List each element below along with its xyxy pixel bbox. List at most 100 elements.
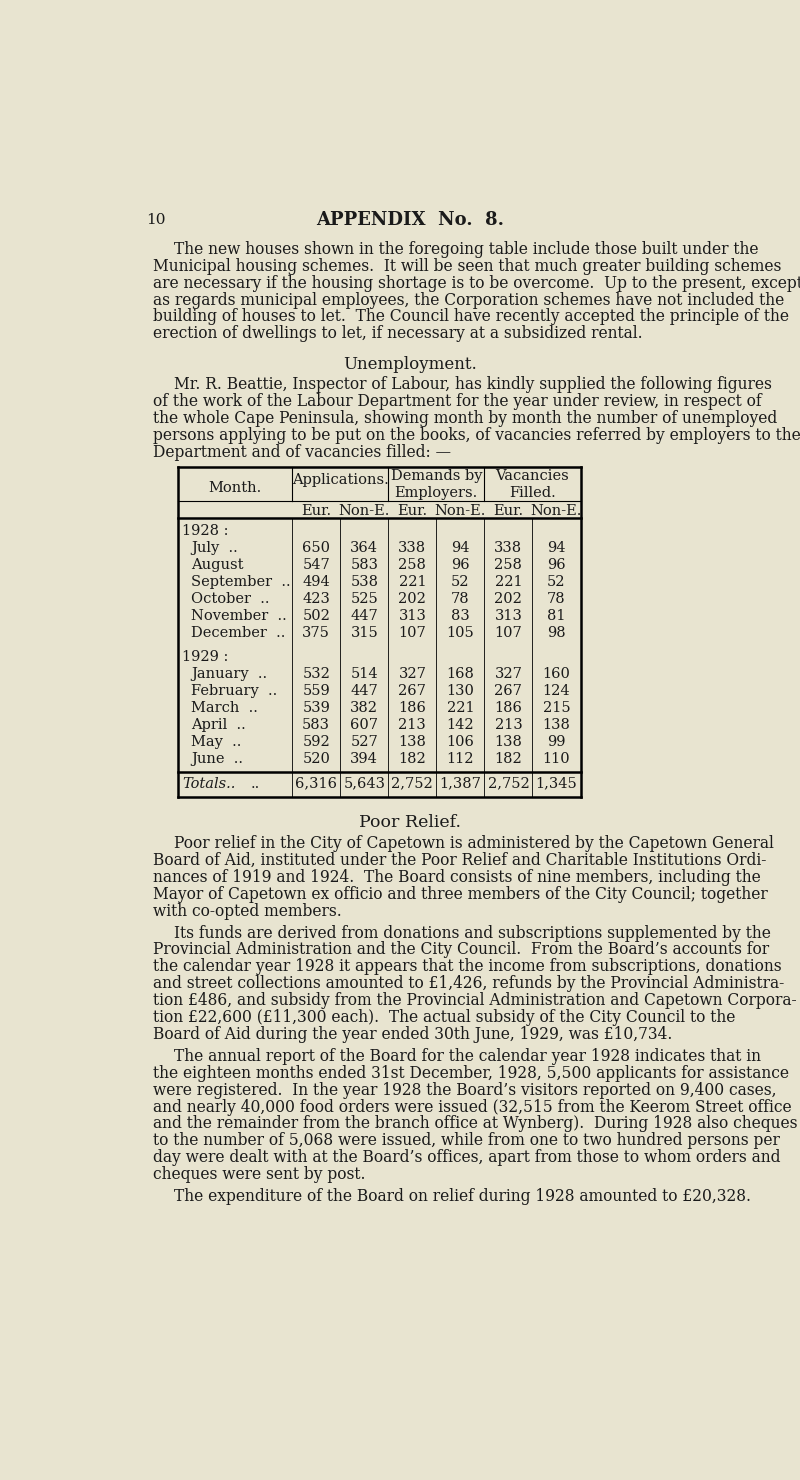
Text: Applications.: Applications.: [292, 472, 389, 487]
Text: 423: 423: [302, 592, 330, 605]
Text: 10: 10: [146, 213, 166, 226]
Text: 182: 182: [398, 752, 426, 767]
Text: 520: 520: [302, 752, 330, 767]
Text: December  ..: December ..: [191, 626, 286, 639]
Text: 124: 124: [542, 684, 570, 699]
Text: 382: 382: [350, 702, 378, 715]
Text: Vacancies
Filled.: Vacancies Filled.: [495, 469, 570, 500]
Text: 559: 559: [302, 684, 330, 699]
Text: Non-E.: Non-E.: [530, 505, 582, 518]
Text: October  ..: October ..: [191, 592, 270, 605]
Text: the calendar year 1928 it appears that the income from subscriptions, donations: the calendar year 1928 it appears that t…: [153, 959, 782, 975]
Text: 538: 538: [350, 574, 378, 589]
Text: 182: 182: [494, 752, 522, 767]
Text: The expenditure of the Board on relief during 1928 amounted to £20,328.: The expenditure of the Board on relief d…: [174, 1188, 751, 1205]
Text: 107: 107: [398, 626, 426, 639]
Text: 98: 98: [547, 626, 566, 639]
Text: 138: 138: [494, 736, 522, 749]
Text: are necessary if the housing shortage is to be overcome.  Up to the present, exc: are necessary if the housing shortage is…: [153, 275, 800, 292]
Text: 525: 525: [350, 592, 378, 605]
Text: 221: 221: [446, 702, 474, 715]
Text: as regards municipal employees, the Corporation schemes have not included the: as regards municipal employees, the Corp…: [153, 292, 784, 308]
Text: 202: 202: [494, 592, 522, 605]
Text: 52: 52: [451, 574, 470, 589]
Text: June  ..: June ..: [191, 752, 243, 767]
Text: 547: 547: [302, 558, 330, 571]
Text: 142: 142: [446, 718, 474, 733]
Text: 338: 338: [398, 542, 426, 555]
Text: persons applying to be put on the books, of vacancies referred by employers to t: persons applying to be put on the books,…: [153, 428, 800, 444]
Text: cheques were sent by post.: cheques were sent by post.: [153, 1166, 365, 1184]
Text: and the remainder from the branch office at Wynberg).  During 1928 also cheques: and the remainder from the branch office…: [153, 1116, 797, 1132]
Text: 650: 650: [302, 542, 330, 555]
Text: January  ..: January ..: [191, 667, 267, 681]
Text: 2,752: 2,752: [487, 777, 530, 790]
Text: 527: 527: [350, 736, 378, 749]
Text: 494: 494: [302, 574, 330, 589]
Text: May  ..: May ..: [191, 736, 242, 749]
Text: 258: 258: [494, 558, 522, 571]
Text: The annual report of the Board for the calendar year 1928 indicates that in: The annual report of the Board for the c…: [174, 1048, 762, 1064]
Text: 96: 96: [547, 558, 566, 571]
Text: February  ..: February ..: [191, 684, 278, 699]
Text: 130: 130: [446, 684, 474, 699]
Text: 78: 78: [547, 592, 566, 605]
Text: tion £22,600 (£11,300 each).  The actual subsidy of the City Council to the: tion £22,600 (£11,300 each). The actual …: [153, 1009, 735, 1026]
Text: 215: 215: [542, 702, 570, 715]
Text: 1928 :: 1928 :: [182, 524, 229, 539]
Text: 94: 94: [451, 542, 470, 555]
Text: 502: 502: [302, 608, 330, 623]
Text: September  ..: September ..: [191, 574, 291, 589]
Text: 2,752: 2,752: [391, 777, 434, 790]
Text: Its funds are derived from donations and subscriptions supplemented by the: Its funds are derived from donations and…: [174, 925, 771, 941]
Text: and nearly 40,000 food orders were issued (32,515 from the Keerom Street office: and nearly 40,000 food orders were issue…: [153, 1098, 791, 1116]
Text: day were dealt with at the Board’s offices, apart from those to whom orders and: day were dealt with at the Board’s offic…: [153, 1150, 780, 1166]
Text: 221: 221: [494, 574, 522, 589]
Text: Non-E.: Non-E.: [338, 505, 390, 518]
Text: Poor Relief.: Poor Relief.: [359, 814, 461, 830]
Text: 81: 81: [547, 608, 566, 623]
Text: Provincial Administration and the City Council.  From the Board’s accounts for: Provincial Administration and the City C…: [153, 941, 769, 959]
Text: 94: 94: [547, 542, 566, 555]
Text: 138: 138: [398, 736, 426, 749]
Text: 313: 313: [494, 608, 522, 623]
Text: 514: 514: [350, 667, 378, 681]
Text: 313: 313: [398, 608, 426, 623]
Text: Demands by
Employers.: Demands by Employers.: [390, 469, 482, 500]
Text: Board of Aid, instituted under the Poor Relief and Charitable Institutions Ordi-: Board of Aid, instituted under the Poor …: [153, 852, 766, 869]
Text: 1,345: 1,345: [536, 777, 578, 790]
Text: Unemployment.: Unemployment.: [343, 357, 477, 373]
Text: 5,643: 5,643: [343, 777, 386, 790]
Text: 213: 213: [494, 718, 522, 733]
Text: 258: 258: [398, 558, 426, 571]
Text: Poor relief in the City of Capetown is administered by the Capetown General: Poor relief in the City of Capetown is a…: [174, 835, 774, 852]
Text: 168: 168: [446, 667, 474, 681]
Text: 78: 78: [451, 592, 470, 605]
Text: 592: 592: [302, 736, 330, 749]
Text: July  ..: July ..: [191, 542, 238, 555]
Text: 1,387: 1,387: [439, 777, 482, 790]
Text: 532: 532: [302, 667, 330, 681]
Text: 327: 327: [398, 667, 426, 681]
Text: The new houses shown in the foregoing table include those built under the: The new houses shown in the foregoing ta…: [174, 241, 759, 258]
Text: 315: 315: [350, 626, 378, 639]
Text: APPENDIX  No.  8.: APPENDIX No. 8.: [316, 212, 504, 229]
Text: Department and of vacancies filled: —: Department and of vacancies filled: —: [153, 444, 450, 460]
Text: August: August: [191, 558, 244, 571]
Text: Totals..: Totals..: [182, 777, 235, 790]
Text: 99: 99: [547, 736, 566, 749]
Text: Month.: Month.: [208, 481, 262, 494]
Text: and street collections amounted to £1,426, refunds by the Provincial Administra-: and street collections amounted to £1,42…: [153, 975, 784, 992]
Text: ..: ..: [251, 777, 260, 790]
Text: 110: 110: [542, 752, 570, 767]
Text: 327: 327: [494, 667, 522, 681]
Text: 583: 583: [302, 718, 330, 733]
Text: Municipal housing schemes.  It will be seen that much greater building schemes: Municipal housing schemes. It will be se…: [153, 258, 781, 275]
Text: 267: 267: [398, 684, 426, 699]
Text: 202: 202: [398, 592, 426, 605]
Text: 1929 :: 1929 :: [182, 650, 229, 665]
Text: Mr. R. Beattie, Inspector of Labour, has kindly supplied the following figures: Mr. R. Beattie, Inspector of Labour, has…: [174, 376, 772, 394]
Text: the eighteen months ended 31st December, 1928, 5,500 applicants for assistance: the eighteen months ended 31st December,…: [153, 1064, 789, 1082]
Text: 106: 106: [446, 736, 474, 749]
Text: 6,316: 6,316: [295, 777, 338, 790]
